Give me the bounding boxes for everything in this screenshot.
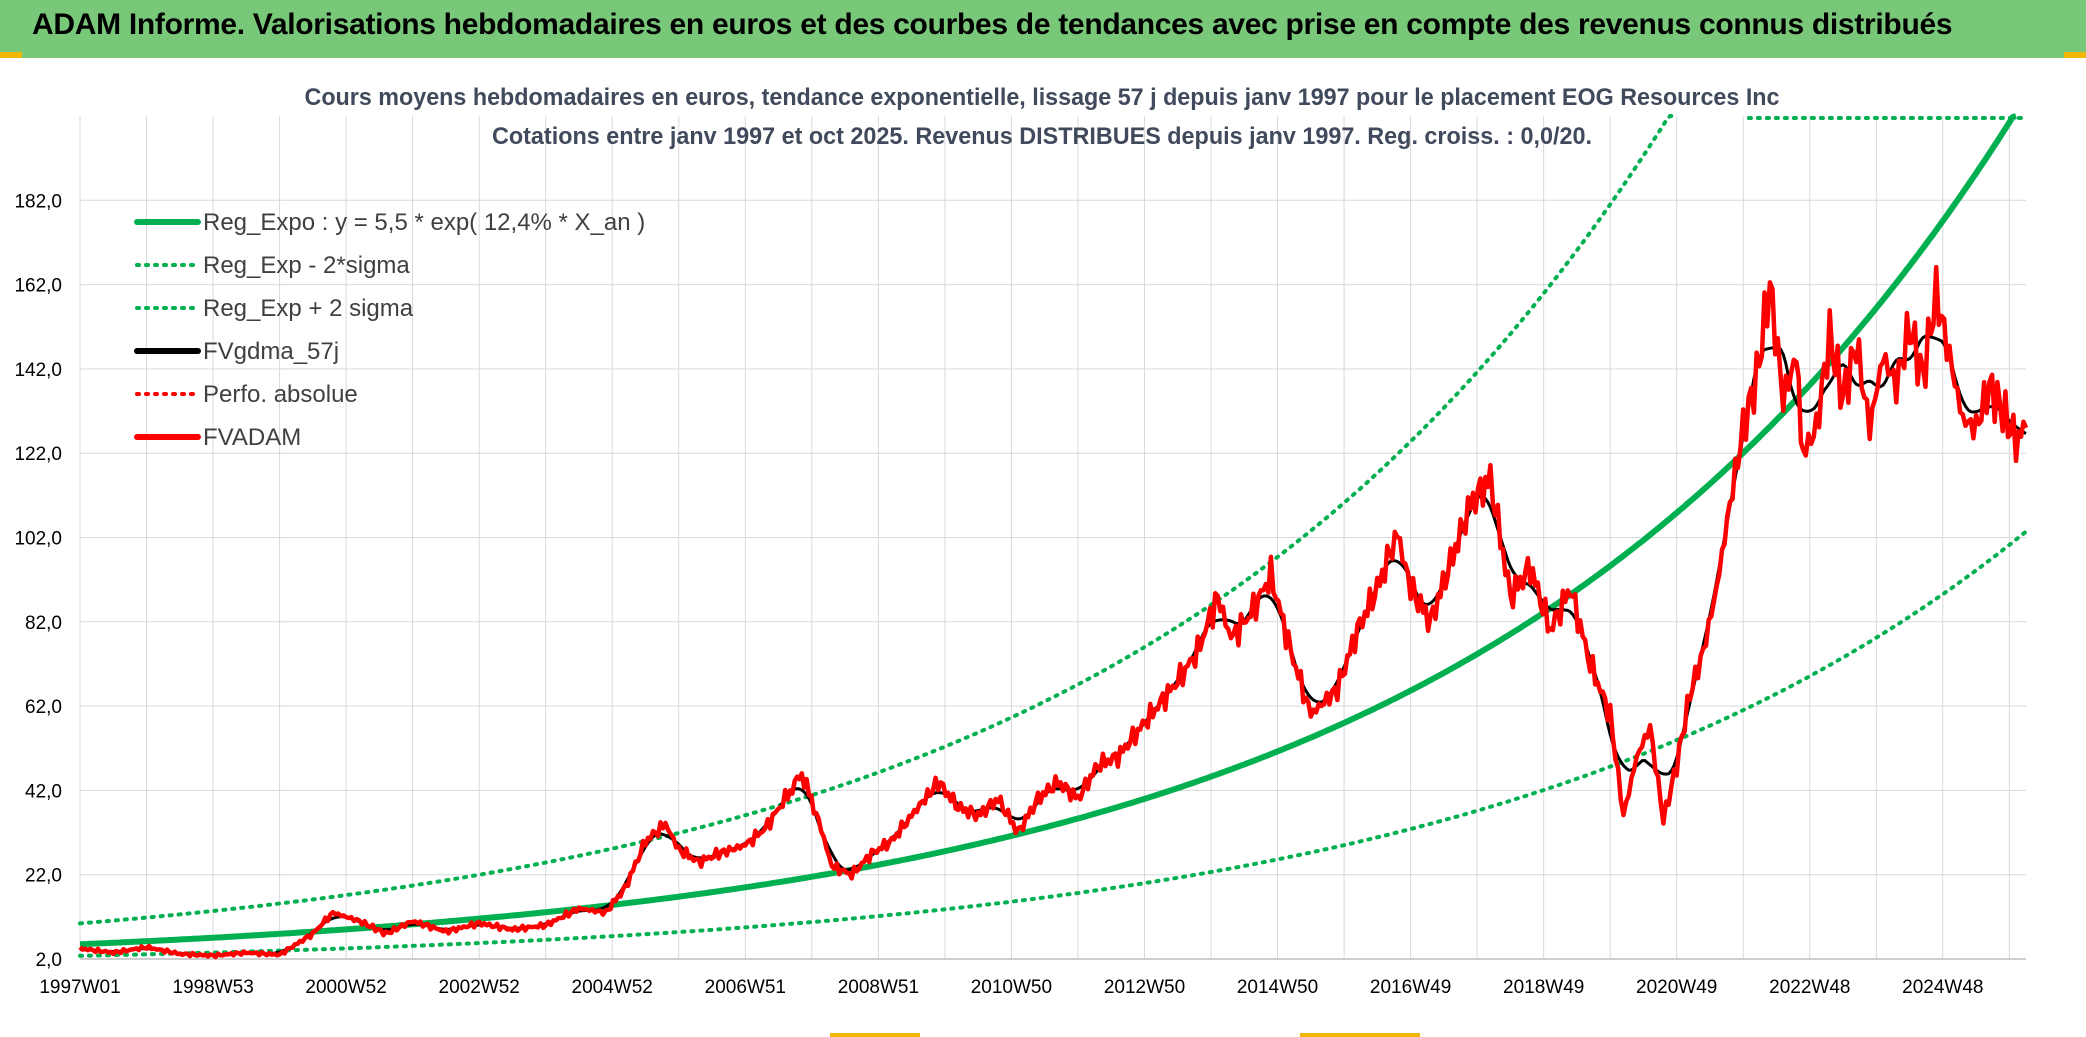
legend-label: Reg_Exp - 2*sigma [203, 252, 410, 279]
y-tick-label: 182,0 [14, 191, 62, 212]
report-header: ADAM Informe. Valorisations hebdomadaire… [0, 0, 2086, 58]
x-tick-label: 2024W48 [1902, 977, 1983, 998]
y-axis-ticks: 2,0 22,0 42,0 62,0 82,0 102,0 122,0 142,0 162,0 1… [14, 191, 62, 971]
x-tick-label: 2008W51 [838, 977, 919, 998]
legend: Reg_Expo : y = 5,5 * exp( 12,4% * X_an )… [134, 209, 645, 451]
reg-exp-plus-2sigma-line [78, 114, 1676, 926]
corner-marker-left [0, 52, 22, 60]
y-tick-label: 2,0 [36, 950, 62, 971]
x-tick-label: 1998W53 [172, 977, 253, 998]
x-tick-label: 2018W49 [1503, 977, 1584, 998]
x-axis-ticks: 1997W01 1998W53 2000W52 2002W52 2004W52 2006W… [39, 977, 1983, 998]
legend-label: FVgdma_57j [203, 338, 339, 365]
series-layer [78, 113, 2029, 960]
legend-label: Reg_Expo : y = 5,5 * exp( 12,4% * X_an ) [203, 209, 645, 236]
x-tick-label: 2004W52 [572, 977, 653, 998]
chart-title: Cours moyens hebdomadaires en euros, ten… [305, 84, 1780, 111]
y-tick-label: 122,0 [14, 444, 62, 465]
y-tick-label: 82,0 [25, 613, 62, 634]
reg-exp-minus-2sigma-line [78, 529, 2028, 958]
legend-label: Perfo. absolue [203, 381, 358, 408]
x-tick-label: 2000W52 [305, 977, 386, 998]
x-tick-label: 2010W50 [971, 977, 1052, 998]
x-tick-label: 2020W49 [1636, 977, 1717, 998]
x-tick-label: 2014W50 [1237, 977, 1318, 998]
chart-subtitle: Cotations entre janv 1997 et oct 2025. R… [492, 123, 1592, 150]
y-tick-label: 102,0 [14, 529, 62, 550]
grid-layer [79, 116, 2026, 960]
bottom-accent-1 [830, 1033, 920, 1037]
chart-area: 2,0 22,0 42,0 62,0 82,0 102,0 122,0 142,0 162,0 1… [0, 58, 2086, 1037]
x-tick-label: 1997W01 [39, 977, 120, 998]
x-tick-label: 2002W52 [439, 977, 520, 998]
x-tick-label: 2016W49 [1370, 977, 1451, 998]
x-tick-label: 2022W48 [1769, 977, 1850, 998]
corner-marker-right [2064, 52, 2086, 60]
y-tick-label: 22,0 [25, 866, 62, 887]
bottom-accent-2 [1300, 1033, 1420, 1037]
x-tick-label: 2006W51 [705, 977, 786, 998]
legend-label: FVADAM [203, 424, 301, 451]
y-tick-label: 142,0 [14, 360, 62, 381]
x-tick-label: 2012W50 [1104, 977, 1185, 998]
trend-chart: 2,0 22,0 42,0 62,0 82,0 102,0 122,0 142,0 162,0 1… [0, 58, 2086, 1037]
y-tick-label: 42,0 [25, 781, 62, 802]
y-tick-label: 62,0 [25, 697, 62, 718]
report-title: ADAM Informe. Valorisations hebdomadaire… [32, 8, 1953, 41]
fvadam-line [78, 264, 2029, 960]
legend-label: Reg_Exp + 2 sigma [203, 295, 414, 322]
y-tick-label: 162,0 [14, 276, 62, 297]
chart-background [0, 58, 2086, 1037]
